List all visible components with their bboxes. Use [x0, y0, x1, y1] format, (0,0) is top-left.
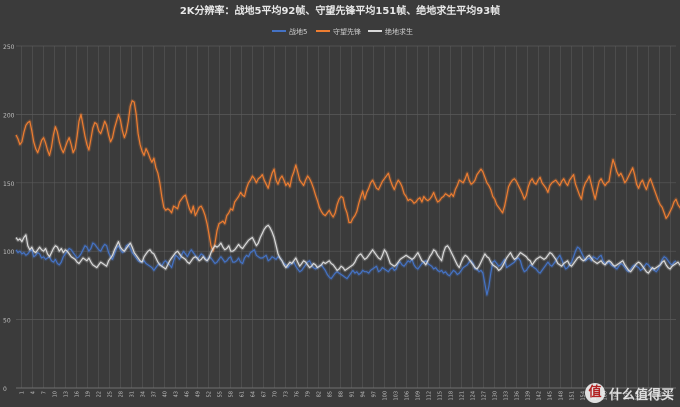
x-tick-label: 151: [570, 391, 576, 401]
legend-label: 绝地求生: [385, 27, 413, 36]
y-axis: 0 50 100 150 200 250: [3, 44, 15, 393]
x-tick-label: 142: [537, 391, 543, 401]
x-tick-label: 160: [603, 391, 609, 401]
x-tick-label: 40: [163, 391, 169, 397]
y-tick-label: 0: [3, 386, 7, 393]
x-tick-label: 103: [394, 391, 400, 401]
x-tick-label: 130: [493, 391, 499, 401]
x-tick-label: 145: [548, 391, 554, 401]
x-tick-label: 58: [229, 391, 235, 397]
x-tick-label: 172: [647, 391, 653, 401]
series-lines: [14, 98, 680, 297]
x-tick-label: 49: [196, 391, 202, 397]
legend: 战地5 守望先锋 绝地求生: [272, 27, 413, 36]
series-line: [15, 242, 677, 296]
x-tick-label: 16: [75, 391, 81, 397]
x-tick-label: 148: [559, 391, 565, 401]
x-tick-label: 4: [31, 391, 37, 394]
x-tick-label: 67: [262, 391, 268, 397]
x-tick-label: 166: [625, 391, 631, 401]
x-tick-label: 34: [141, 391, 147, 397]
legend-item-pubg: 绝地求生: [368, 27, 413, 36]
x-tick-label: 112: [427, 391, 433, 401]
x-tick-label: 157: [592, 391, 598, 401]
x-tick-label: 85: [328, 391, 334, 397]
x-tick-label: 37: [152, 391, 158, 397]
x-tick-label: 76: [295, 391, 301, 397]
legend-item-overwatch: 守望先锋: [316, 27, 361, 36]
x-tick-label: 28: [119, 391, 125, 397]
series-line: [15, 224, 680, 274]
x-tick-label: 52: [207, 391, 213, 397]
x-tick-label: 136: [515, 391, 521, 401]
legend-item-bf5: 战地5: [272, 27, 307, 36]
series-line: [15, 100, 680, 252]
x-tick-label: 163: [614, 391, 620, 401]
x-tick-label: 175: [658, 391, 664, 401]
x-tick-label: 25: [108, 391, 114, 397]
x-tick-label: 22: [97, 391, 103, 397]
legend-label: 守望先锋: [333, 27, 361, 36]
x-tick-label: 46: [185, 391, 191, 397]
x-tick-label: 79: [306, 391, 312, 397]
x-tick-label: 61: [240, 391, 246, 397]
x-tick-label: 82: [317, 391, 323, 397]
x-tick-label: 88: [339, 391, 345, 397]
x-tick-label: 106: [405, 391, 411, 401]
x-tick-label: 10: [53, 391, 59, 397]
x-tick-label: 121: [460, 391, 466, 401]
x-tick-label: 154: [581, 391, 587, 401]
x-tick-label: 169: [636, 391, 642, 401]
x-tick-label: 43: [174, 391, 180, 397]
x-tick-label: 1: [20, 391, 26, 394]
x-tick-label: 115: [438, 391, 444, 401]
x-tick-label: 97: [372, 391, 378, 397]
y-tick-label: 100: [3, 249, 15, 256]
x-tick-label: 94: [361, 391, 367, 397]
x-tick-label: 139: [526, 391, 532, 401]
y-tick-label: 200: [3, 112, 15, 119]
x-tick-label: 7: [42, 391, 48, 394]
x-axis: 1 4 7 10 13 16 19 22 25 28 31 34 37 40 43 46 49 52 55 58 61 6…: [20, 391, 675, 401]
x-tick-label: 127: [482, 391, 488, 401]
x-tick-label: 109: [416, 391, 422, 401]
x-tick-label: 73: [284, 391, 290, 397]
y-tick-label: 150: [3, 181, 15, 188]
x-tick-label: 31: [130, 391, 136, 397]
grid: [16, 45, 676, 389]
x-tick-label: 100: [383, 391, 389, 401]
y-tick-label: 50: [3, 318, 11, 325]
x-tick-label: 133: [504, 391, 510, 401]
x-tick-label: 55: [218, 391, 224, 397]
x-tick-label: 91: [350, 391, 356, 397]
x-tick-label: 13: [64, 391, 70, 397]
x-tick-label: 19: [86, 391, 92, 397]
x-tick-label: 64: [251, 391, 257, 397]
x-tick-label: 118: [449, 391, 455, 401]
x-tick-label: 124: [471, 391, 477, 401]
y-tick-label: 250: [3, 44, 15, 51]
legend-label: 战地5: [289, 27, 307, 36]
x-tick-label: 178: [669, 391, 675, 401]
x-tick-label: 70: [273, 391, 279, 397]
chart-title: 2K分辨率：战地5平均92帧、守望先锋平均151帧、绝地求生平均93帧: [180, 4, 500, 17]
